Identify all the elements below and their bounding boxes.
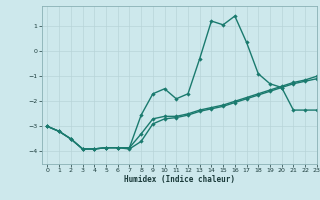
X-axis label: Humidex (Indice chaleur): Humidex (Indice chaleur) bbox=[124, 175, 235, 184]
